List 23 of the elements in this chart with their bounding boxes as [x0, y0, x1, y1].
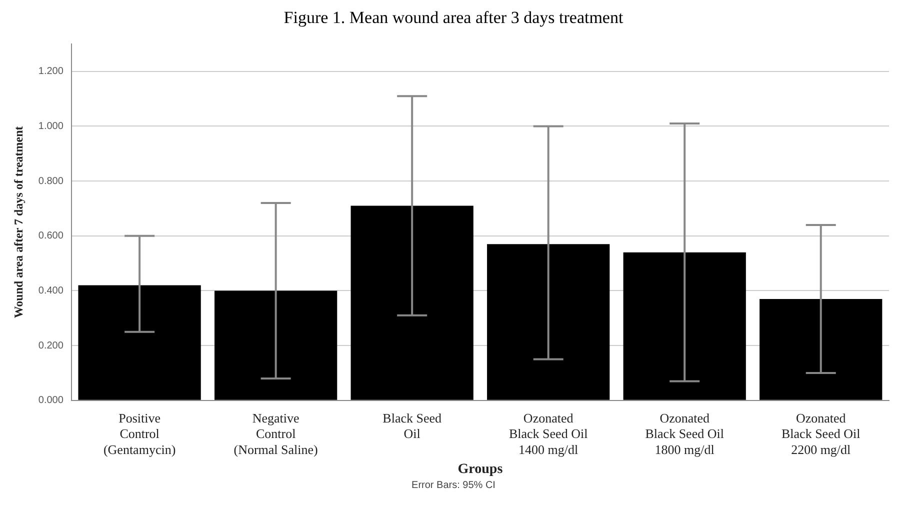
y-tick-label: 0.600 — [38, 230, 64, 242]
x-tick-label: Ozonated Black Seed Oil 1800 mg/dl — [645, 410, 724, 457]
bar — [350, 206, 474, 400]
chart-title: Figure 1. Mean wound area after 3 days treatment — [282, 8, 624, 29]
x-tick-label: Ozonated Black Seed Oil 2200 mg/dl — [782, 410, 861, 457]
text: Error Bars: 95% CI — [410, 480, 496, 491]
bar — [487, 244, 610, 400]
y-tick-label: 0.400 — [38, 285, 64, 296]
bar — [623, 252, 746, 400]
x-tick-label: Ozonated Black Seed Oil 1400 mg/dl — [508, 410, 588, 457]
y-tick-label: 0.000 — [38, 395, 64, 406]
y-axis-title: Wound area after 7 days of treatment — [11, 126, 26, 318]
y-tick-label: 0.800 — [38, 176, 64, 187]
x-tick-label: Negative Control (Normal Saline) — [234, 410, 318, 457]
bar — [78, 285, 201, 400]
x-tick-label: Positive Control (Gentamycin) — [103, 410, 176, 457]
bar — [760, 298, 882, 400]
x-tick-label: Black Seed Oil — [382, 410, 442, 442]
y-tick-label: 0.200 — [38, 340, 64, 352]
bar — [214, 290, 338, 400]
y-tick-label: 1.200 — [38, 66, 64, 78]
y-tick-label: 1.000 — [38, 120, 64, 132]
x-axis-title: Groups — [458, 462, 504, 478]
